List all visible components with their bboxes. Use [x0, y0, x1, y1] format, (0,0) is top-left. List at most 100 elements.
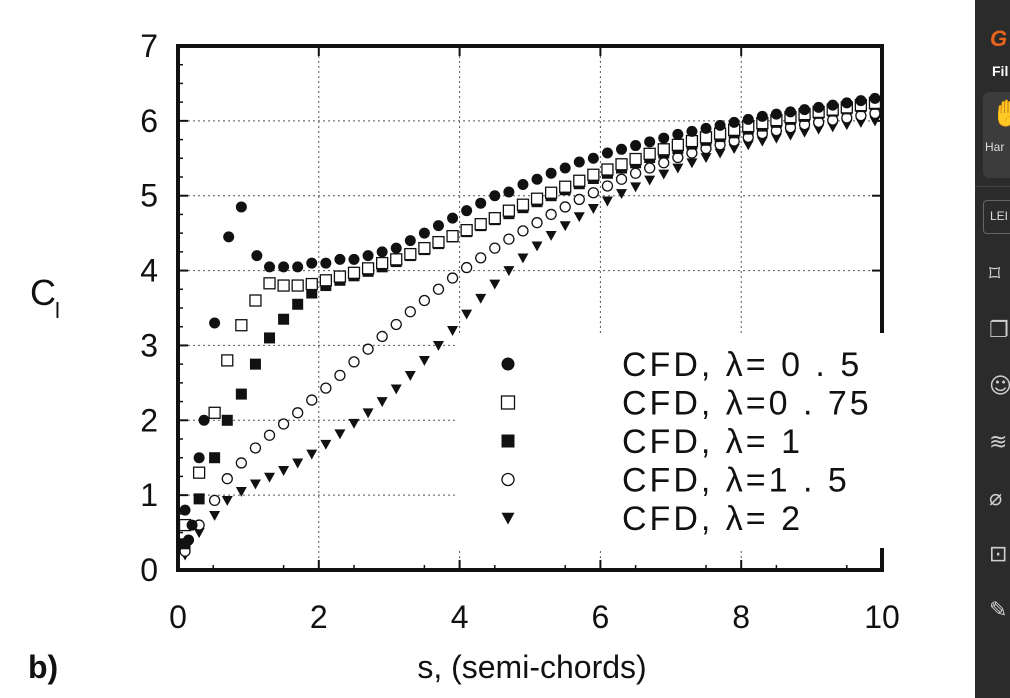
data-point-series-2 — [657, 143, 670, 156]
data-point-series-1 — [461, 205, 473, 217]
data-point-series-4 — [573, 193, 585, 206]
data-point-series-1 — [644, 136, 656, 148]
y-tick-label: 1 — [140, 477, 158, 513]
data-point-series-5 — [362, 408, 374, 419]
data-point-series-3 — [264, 332, 276, 344]
data-point-series-5 — [587, 204, 599, 214]
data-point-series-5 — [249, 479, 261, 490]
data-point-series-2 — [615, 158, 628, 171]
data-point-series-5 — [461, 309, 473, 320]
data-point-series-3 — [249, 358, 261, 370]
data-point-series-2 — [333, 270, 347, 283]
attachment-icon[interactable]: ⌀ — [989, 486, 1003, 511]
data-point-series-2 — [573, 174, 586, 187]
data-point-series-1 — [376, 246, 388, 258]
data-point-series-5 — [278, 466, 290, 476]
data-point-series-4 — [446, 272, 459, 284]
data-point-series-4 — [475, 252, 487, 264]
data-point-series-4 — [629, 167, 642, 179]
tick-labels: 0 2 4 6 8 10 0 1 2 3 4 5 6 7 — [140, 28, 900, 635]
data-point-series-1 — [799, 104, 811, 116]
data-point-series-5 — [630, 182, 642, 193]
data-point-series-1 — [813, 101, 825, 113]
y-axis-label: C — [30, 272, 56, 313]
data-point-series-4 — [362, 343, 374, 355]
data-point-series-2 — [685, 134, 699, 148]
data-point-series-4 — [277, 418, 290, 430]
data-point-series-4 — [418, 294, 431, 307]
data-point-series-5 — [756, 136, 768, 147]
data-point-series-5 — [601, 196, 613, 207]
data-point-series-5 — [334, 429, 346, 440]
data-point-series-1 — [869, 92, 881, 104]
comment-icon[interactable]: ☺ — [989, 374, 1010, 399]
data-point-series-1 — [475, 197, 487, 209]
x-tick-label: 2 — [310, 599, 328, 635]
pages-icon[interactable]: ❐ — [989, 318, 1009, 343]
data-point-series-4 — [517, 225, 529, 237]
data-point-series-1 — [770, 108, 782, 120]
data-point-series-2 — [249, 294, 262, 307]
panel-label: b) — [28, 649, 58, 685]
legend-marker — [500, 395, 516, 410]
data-point-series-2 — [516, 198, 530, 211]
data-point-series-2 — [263, 277, 276, 290]
data-point-series-2 — [221, 354, 234, 367]
data-point-series-5 — [517, 253, 529, 264]
data-point-series-4 — [601, 180, 614, 192]
y-tick-label: 0 — [140, 552, 158, 588]
data-point-series-1 — [489, 190, 501, 202]
data-point-series-2 — [376, 256, 389, 270]
data-point-series-1 — [320, 257, 332, 269]
legend-label: CFD, λ= 1 — [622, 423, 803, 461]
x-tick-label: 0 — [169, 599, 187, 635]
data-point-series-2 — [361, 262, 375, 275]
data-point-series-2 — [502, 204, 516, 217]
data-point-series-3 — [278, 313, 290, 325]
data-point-series-2 — [192, 466, 206, 479]
data-point-series-5 — [418, 356, 430, 366]
data-point-series-1 — [742, 113, 754, 125]
data-point-series-4 — [531, 217, 543, 229]
data-point-series-4 — [376, 330, 388, 343]
data-point-series-1 — [630, 140, 642, 152]
lock-icon[interactable]: ⊡ — [989, 542, 1008, 567]
data-point-series-5 — [742, 140, 754, 151]
data-point-series-1 — [334, 253, 346, 265]
data-point-series-1 — [179, 504, 191, 516]
app-logo: G — [990, 26, 1008, 51]
document-tab[interactable]: LEI — [983, 200, 1010, 234]
data-markers — [178, 92, 882, 561]
signature-icon[interactable]: ✎ — [989, 598, 1008, 623]
data-point-series-5 — [292, 458, 304, 469]
data-point-series-5 — [784, 130, 796, 141]
data-point-series-3 — [306, 287, 318, 299]
data-point-series-5 — [432, 341, 444, 351]
data-point-series-2 — [208, 406, 221, 419]
data-point-series-1 — [700, 122, 712, 134]
data-point-series-4 — [559, 201, 571, 213]
data-point-series-4 — [545, 208, 557, 221]
data-point-series-1 — [198, 414, 210, 426]
data-point-series-4 — [432, 283, 445, 295]
data-point-series-5 — [644, 175, 656, 186]
data-point-series-1 — [278, 261, 290, 273]
bookmark-icon[interactable]: ⌑ — [989, 262, 1001, 287]
x-tick-label: 6 — [592, 599, 610, 635]
data-point-series-3 — [235, 388, 247, 400]
file-menu[interactable]: Fil — [992, 63, 1009, 79]
data-point-series-1 — [658, 132, 670, 144]
data-point-series-2 — [629, 152, 642, 166]
layers-icon[interactable]: ≋ — [989, 430, 1008, 455]
data-point-series-1 — [186, 519, 198, 531]
data-point-series-4 — [644, 162, 656, 174]
y-tick-label: 4 — [140, 253, 158, 289]
legend-marker — [501, 512, 515, 525]
data-point-series-1 — [841, 97, 853, 109]
data-point-series-5 — [559, 221, 571, 232]
data-point-series-2 — [544, 186, 558, 199]
data-point-series-1 — [573, 156, 585, 168]
y-tick-label: 7 — [140, 28, 158, 64]
hand-tool-button[interactable]: ✋ Har — [983, 92, 1010, 178]
